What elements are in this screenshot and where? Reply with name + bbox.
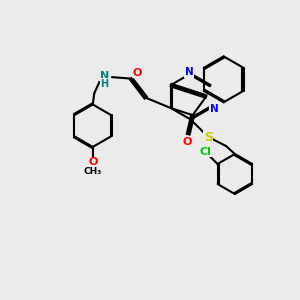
Text: CH₃: CH₃ bbox=[83, 167, 101, 176]
Text: O: O bbox=[133, 68, 142, 78]
Text: O: O bbox=[182, 136, 191, 147]
Text: O: O bbox=[88, 157, 98, 167]
Text: H: H bbox=[100, 79, 109, 88]
Text: N: N bbox=[185, 67, 194, 77]
Text: S: S bbox=[204, 131, 213, 144]
Text: N: N bbox=[100, 71, 109, 81]
Text: Cl: Cl bbox=[199, 147, 211, 157]
Text: N: N bbox=[210, 103, 218, 114]
